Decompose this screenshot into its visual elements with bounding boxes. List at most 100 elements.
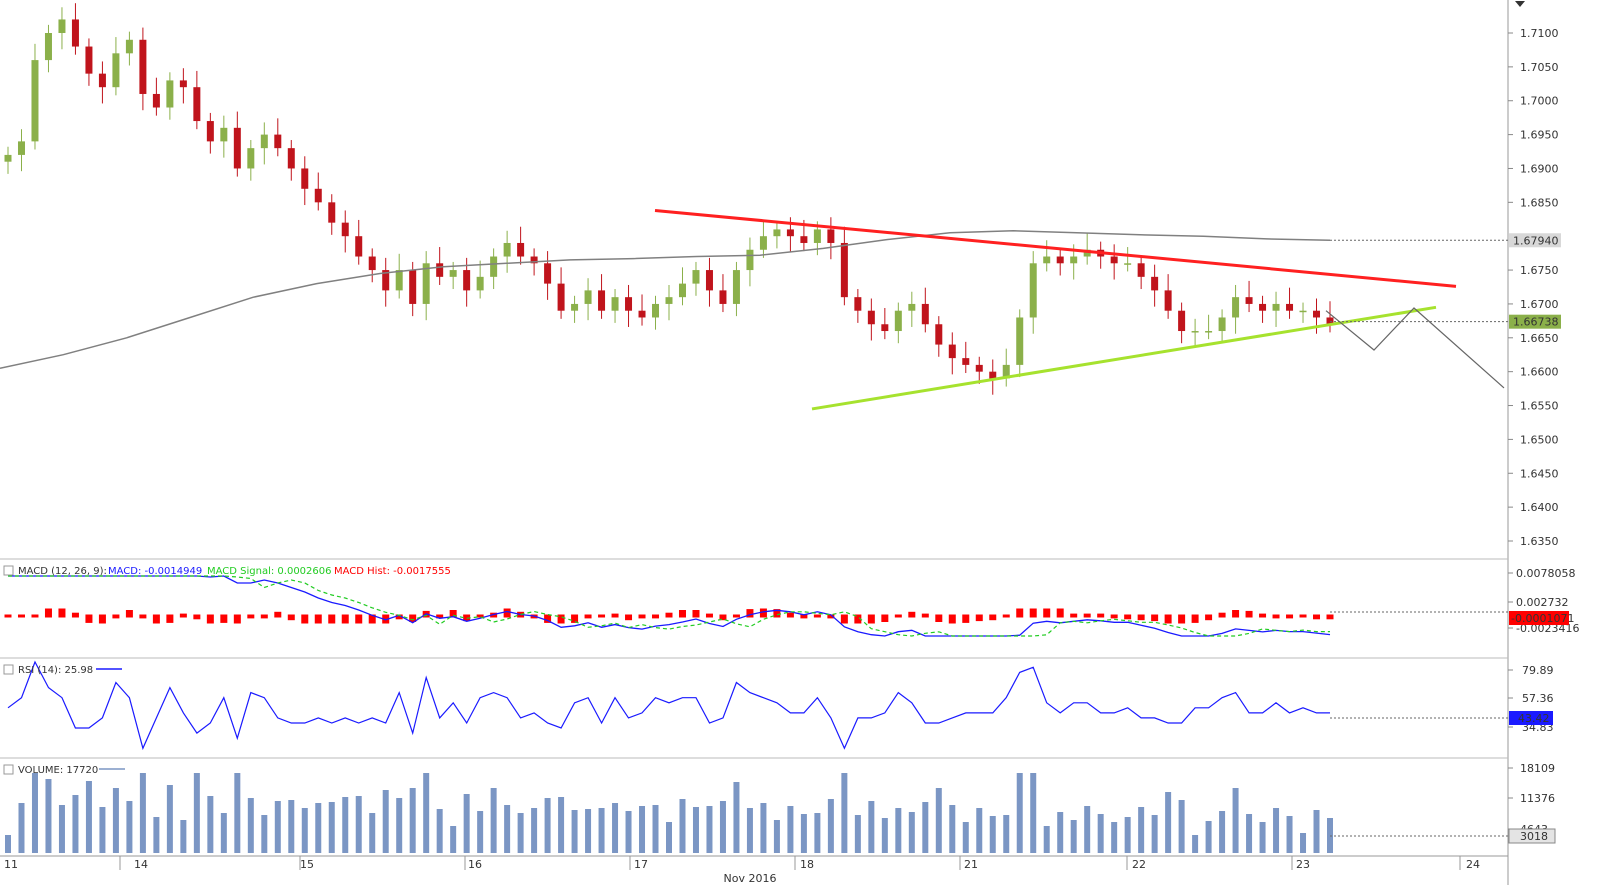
volume-bar	[1165, 792, 1172, 853]
candle	[1299, 302, 1307, 323]
volume-bar	[787, 806, 794, 853]
candle	[71, 3, 79, 55]
volume-bar	[261, 815, 268, 853]
macd-hist-bar	[827, 614, 835, 619]
volume-bar	[666, 822, 672, 853]
volume-bar	[396, 798, 403, 853]
macd-hist-bar	[638, 614, 646, 619]
current-price-tag: 1.66738	[1513, 316, 1559, 329]
candle	[287, 140, 295, 181]
candle-body	[759, 236, 767, 250]
volume-bar	[1003, 815, 1010, 853]
candle-body	[328, 202, 336, 223]
volume-bar	[612, 803, 619, 853]
candle-body	[1029, 263, 1037, 318]
candle-body	[125, 39, 133, 54]
date-tick-label: 17	[634, 858, 648, 871]
volume-bar	[1043, 826, 1050, 853]
candle-body	[341, 222, 349, 237]
candle	[935, 316, 943, 357]
candle	[1191, 318, 1199, 348]
volume-bar	[1016, 773, 1023, 853]
candle-body	[382, 270, 390, 291]
volume-bar	[99, 807, 106, 853]
candle	[1029, 251, 1037, 334]
candle	[193, 70, 201, 130]
month-label: Nov 2016	[724, 872, 777, 885]
macd-tick-label: 0.002732	[1516, 596, 1569, 609]
volume-bar	[58, 805, 65, 853]
candle	[301, 156, 309, 206]
macd-hist-bar	[1043, 608, 1051, 618]
scroll-arrow-icon[interactable]	[1515, 1, 1525, 7]
volume-bar	[544, 798, 551, 853]
candle-body	[571, 303, 579, 311]
macd-hist-bar	[463, 614, 471, 622]
candle-body	[921, 303, 929, 325]
current-price-tag-bg	[1509, 314, 1561, 329]
volume-bar	[342, 797, 349, 853]
macd-hist-bar	[1299, 614, 1307, 618]
candle	[1124, 247, 1132, 272]
macd-hist-label: MACD Hist: -0.0017555	[334, 566, 451, 577]
volume-bar	[639, 806, 646, 853]
candle	[1002, 348, 1010, 387]
candle	[652, 295, 660, 330]
candle	[719, 274, 727, 313]
candle-body	[652, 303, 660, 318]
macd-hist-bar	[1313, 614, 1321, 620]
price-tick-label: 1.6550	[1520, 400, 1559, 413]
projection-path	[1325, 307, 1505, 389]
candle	[220, 115, 228, 158]
macd-hist-bar	[1178, 614, 1186, 624]
macd-hist-bar	[1164, 614, 1172, 624]
volume-bar	[1097, 814, 1104, 853]
macd-hist-bar	[274, 611, 282, 618]
candle-body	[840, 242, 848, 298]
candle	[1151, 264, 1159, 307]
macd-value-tag: -0.0001071	[1511, 612, 1574, 625]
volume-bar	[274, 801, 281, 853]
candle	[1056, 248, 1064, 276]
macd-hist-bar	[571, 614, 579, 623]
macd-hist-bar	[544, 614, 552, 623]
volume-bar	[1219, 811, 1226, 853]
macd-hist-bar	[773, 609, 781, 618]
volume-value-tag: 3018	[1520, 830, 1548, 843]
macd-hist-bar	[193, 614, 201, 620]
support-trendline	[811, 305, 1437, 411]
date-tick-label: 18	[800, 858, 814, 871]
volume-bar	[315, 803, 322, 853]
macd-value-label: MACD: -0.0014949	[108, 566, 202, 577]
macd-hist-bar	[449, 610, 457, 618]
price-tick-label: 1.6350	[1520, 535, 1559, 548]
volume-bar	[679, 799, 686, 853]
date-tick-label: 22	[1132, 858, 1146, 871]
rsi-value-tag: 43.42	[1518, 712, 1550, 725]
candle	[989, 359, 997, 395]
macd-hist-bar	[166, 614, 174, 623]
volume-bar	[585, 809, 592, 853]
macd-hist-bar	[395, 614, 403, 620]
candle-body	[611, 297, 619, 311]
candle	[17, 129, 25, 172]
candle	[975, 356, 983, 384]
macd-hist-bar	[17, 614, 25, 618]
macd-hist-bar	[786, 612, 794, 618]
candle	[638, 294, 646, 326]
volume-bar	[989, 816, 996, 853]
macd-hist-bar	[921, 613, 929, 618]
volume-bar	[1030, 773, 1037, 853]
candle-body	[503, 242, 511, 257]
candle-body	[962, 358, 970, 365]
macd-hist-bar	[746, 609, 754, 618]
rsi-value-tag-bg	[1509, 711, 1553, 725]
candle	[1016, 309, 1024, 378]
macd-hist-bar	[1097, 613, 1105, 618]
macd-hist-bar	[584, 614, 592, 619]
candle-body	[719, 290, 727, 304]
price-tick-label: 1.6700	[1520, 298, 1559, 311]
candle-body	[1110, 256, 1118, 264]
volume-bar	[706, 806, 713, 853]
